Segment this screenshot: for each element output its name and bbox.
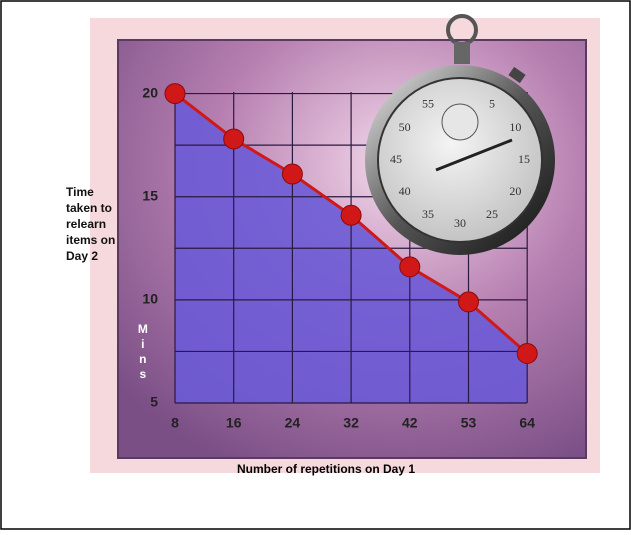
dial-labels: 5 10 15 20 25 30 35 40 45 50 55 [390, 96, 530, 229]
y-tick-label: 5 [150, 394, 158, 410]
point [223, 128, 245, 150]
unit-label: Mins [136, 322, 150, 382]
dial-label: 10 [509, 120, 521, 134]
y-axis-label: Day 2 [66, 249, 98, 263]
x-tick-label: 64 [519, 415, 535, 431]
x-tick-label: 32 [343, 415, 359, 431]
point [516, 342, 538, 364]
x-tick-label: 16 [226, 415, 242, 431]
dial-label: 20 [509, 184, 521, 198]
stopwatch: 5 10 15 20 25 30 35 40 45 50 55 [365, 14, 555, 255]
button [508, 66, 526, 84]
y-tick-label: 20 [142, 84, 158, 100]
dial-label: 35 [422, 207, 434, 221]
x-tick-label: 53 [461, 415, 477, 431]
y-tick-label: 10 [142, 291, 158, 307]
plot-layer: 5 10 15 20 8 16 24 32 42 53 64 [142, 83, 538, 431]
x-tick-label: 42 [402, 415, 418, 431]
point [340, 204, 362, 226]
x-tick-label: 8 [171, 415, 179, 431]
point [458, 291, 479, 313]
x-tick-label: 24 [285, 415, 301, 431]
y-tick-label: 15 [142, 187, 158, 203]
y-axis-label: Time [66, 185, 94, 199]
dial-label: 45 [390, 152, 402, 166]
crown [454, 42, 470, 64]
dial-label: 15 [518, 152, 530, 166]
dial-label: 5 [489, 96, 495, 110]
dial-label: 50 [399, 120, 411, 134]
hand [435, 138, 513, 172]
sub-dial [441, 103, 479, 141]
y-axis-label: items on [66, 233, 115, 247]
dial-label: 55 [422, 96, 434, 110]
dial-label: 25 [486, 207, 498, 221]
x-axis-label: Number of repetitions on Day 1 [237, 462, 415, 476]
dial-label: 40 [399, 184, 411, 198]
point [399, 256, 421, 278]
dial-label: 30 [454, 216, 466, 230]
point [281, 163, 303, 185]
y-axis-label: taken to [66, 201, 112, 215]
y-axis-label: relearn [66, 217, 106, 231]
point [164, 83, 186, 105]
